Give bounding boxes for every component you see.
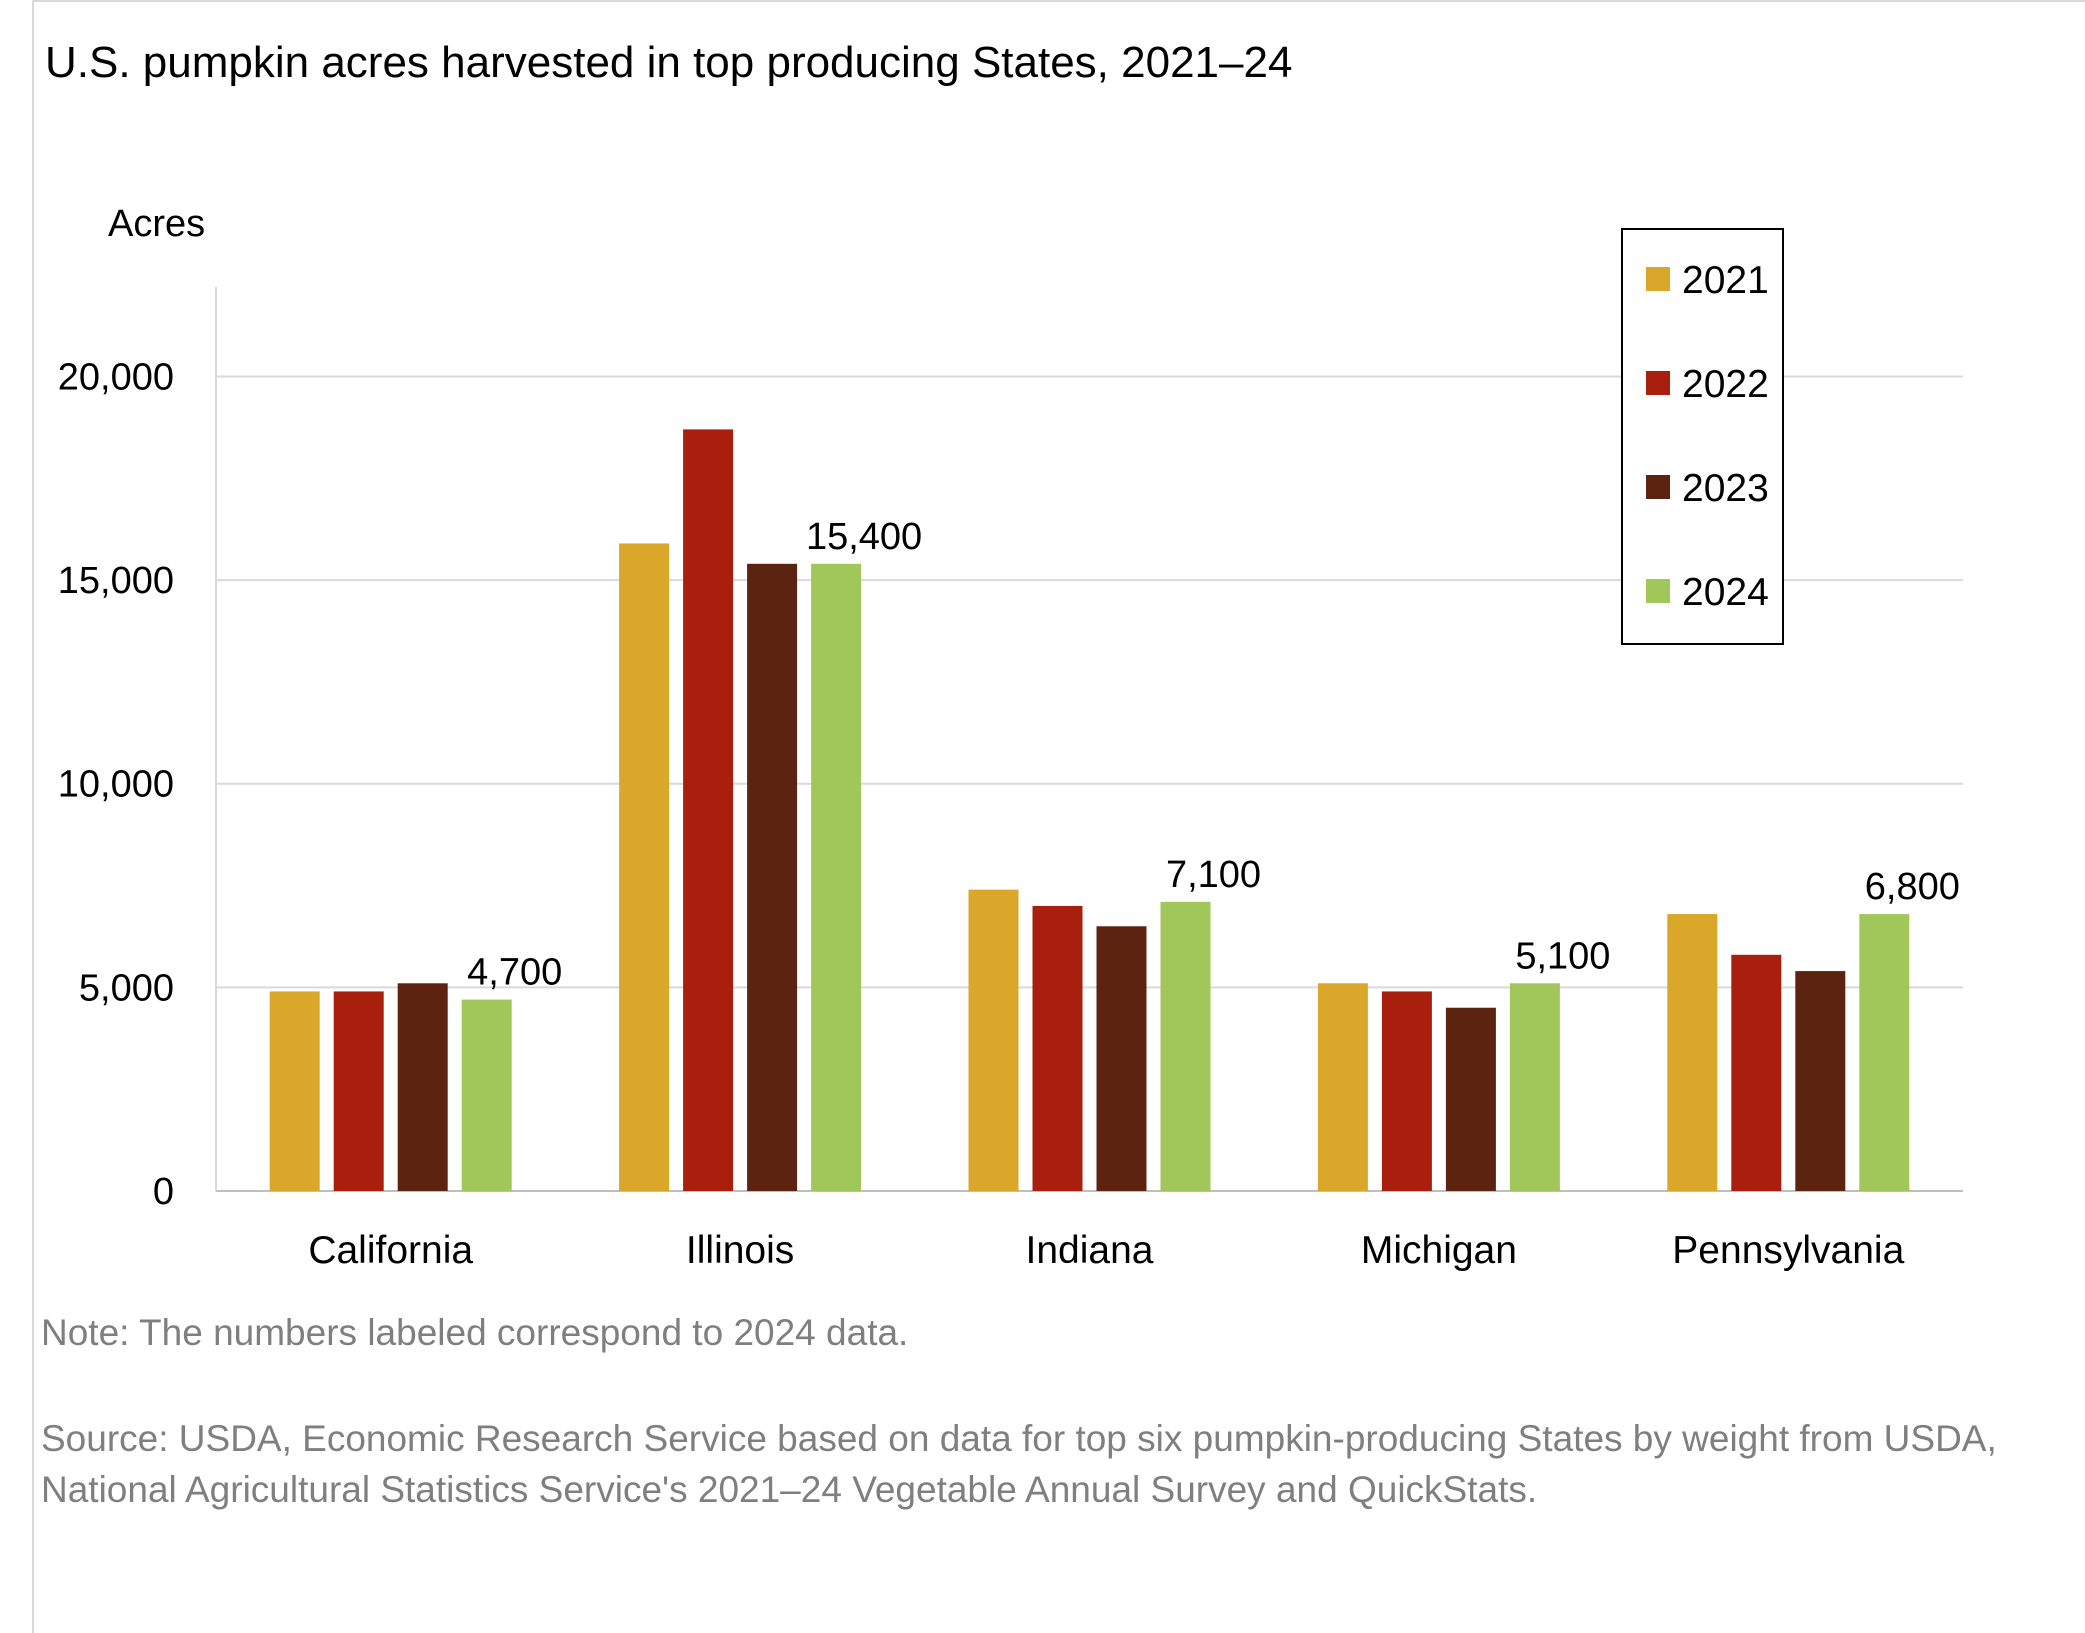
y-tick-label: 5,000 [79, 967, 174, 1009]
bar-michigan-2022 [1381, 991, 1432, 1191]
bar-indiana-2023 [1096, 926, 1147, 1191]
bar-pennsylvania-2022 [1731, 954, 1782, 1191]
x-tick-label: Illinois [686, 1229, 794, 1272]
axes: 0 5,000 10,000 15,000 20,000 Acres California I… [58, 203, 1905, 1272]
y-tick-label: 15,000 [58, 560, 174, 602]
bar-california-2021 [269, 991, 320, 1191]
chart-note: Note: The numbers labeled correspond to … [41, 1312, 909, 1353]
bar-california-2024 [461, 999, 512, 1191]
bars [269, 429, 1910, 1191]
data-label: 4,700 [467, 952, 562, 994]
bar-pennsylvania-2021 [1667, 914, 1718, 1191]
y-tick-label: 20,000 [58, 356, 174, 398]
bar-california-2022 [333, 991, 384, 1191]
y-axis-title: Acres [108, 203, 205, 245]
legend-label: 2024 [1682, 571, 1769, 614]
x-tick-label: California [308, 1229, 473, 1272]
x-tick-label: Michigan [1361, 1229, 1517, 1272]
bar-indiana-2022 [1032, 905, 1083, 1191]
x-tick-label: Indiana [1026, 1229, 1154, 1272]
y-tick-label: 0 [153, 1171, 174, 1213]
bar-michigan-2023 [1445, 1007, 1496, 1191]
data-label: 6,800 [1865, 866, 1960, 908]
bar-michigan-2021 [1317, 983, 1368, 1191]
legend-label: 2023 [1682, 467, 1769, 510]
legend-label: 2022 [1682, 363, 1769, 406]
bar-pennsylvania-2024 [1859, 914, 1910, 1191]
legend-swatch-2021 [1646, 267, 1670, 291]
data-label: 15,400 [806, 516, 922, 558]
bar-michigan-2024 [1509, 983, 1560, 1191]
legend: 2021 2022 2023 2024 [1621, 228, 1784, 645]
data-label: 5,100 [1515, 935, 1610, 977]
bar-indiana-2024 [1160, 901, 1211, 1191]
legend-swatch-2024 [1646, 579, 1670, 603]
bar-indiana-2021 [968, 889, 1019, 1191]
x-tick-label: Pennsylvania [1672, 1229, 1904, 1272]
chart-title: U.S. pumpkin acres harvested in top prod… [45, 38, 1293, 87]
legend-label: 2021 [1682, 259, 1769, 302]
legend-box [1621, 228, 1784, 645]
data-label: 7,100 [1166, 854, 1261, 896]
chart-source: Source: USDA, Economic Research Service … [41, 1418, 1997, 1510]
legend-swatch-2023 [1646, 475, 1670, 499]
bar-illinois-2021 [619, 543, 670, 1191]
bar-illinois-2022 [683, 429, 734, 1191]
chart-frame [32, 0, 2085, 1633]
y-tick-label: 10,000 [58, 764, 174, 806]
bar-california-2023 [397, 983, 448, 1191]
legend-swatch-2022 [1646, 371, 1670, 395]
data-labels: 4,700 15,400 7,100 5,100 6,800 [467, 516, 1960, 994]
bar-pennsylvania-2023 [1795, 971, 1846, 1191]
bar-illinois-2024 [811, 563, 862, 1191]
bar-illinois-2023 [747, 563, 798, 1191]
